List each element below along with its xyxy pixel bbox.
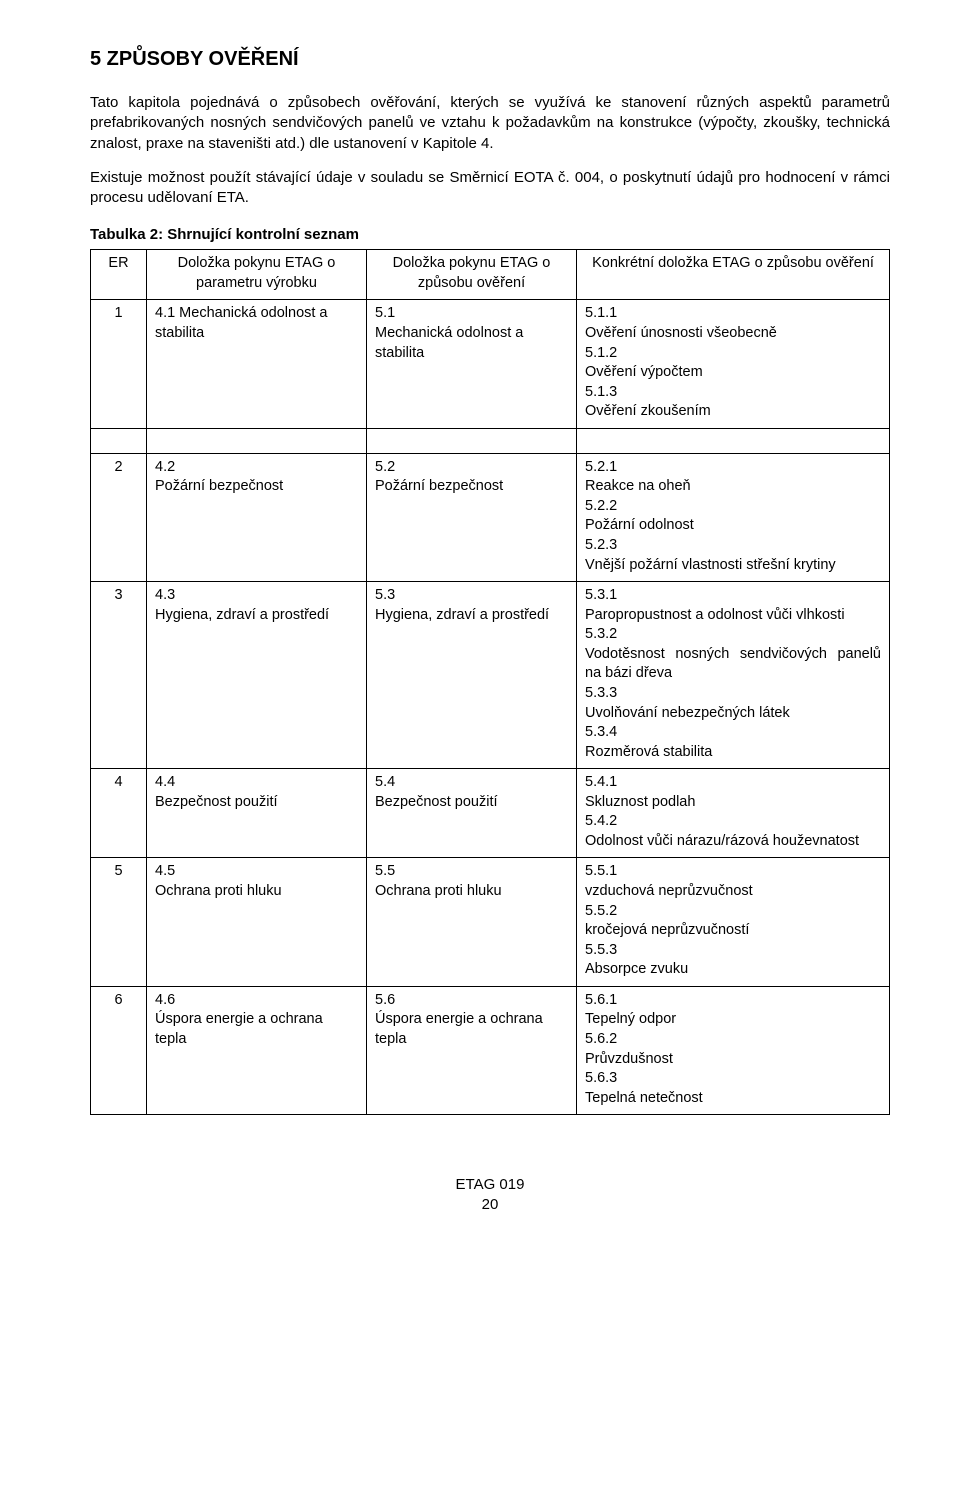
cell-specific-clause: 5.4.1Skluznost podlah5.4.2Odolnost vůči … [577,769,890,858]
table-2: ER Doložka pokynu ETAG o parametru výrob… [90,249,890,1115]
cell-specific-clause: 5.5.1vzduchová neprůzvučnost5.5.2kročejo… [577,858,890,986]
table-gap-row [91,428,890,453]
page: 5 ZPŮSOBY OVĚŘENÍ Tato kapitola pojednáv… [0,0,960,1256]
table-row: 64.6 Úspora energie a ochrana tepla5.6 Ú… [91,986,890,1114]
cell-specific-clause: 5.6.1Tepelný odpor5.6.2Průvzdušnost5.6.3… [577,986,890,1114]
cell-param-clause: 4.6 Úspora energie a ochrana tepla [147,986,367,1114]
cell-param-clause: 4.1 Mechanická odolnost a stabilita [147,300,367,428]
footer-doc-id: ETAG 019 [456,1176,525,1193]
th-col-a: Doložka pokynu ETAG o parametru výrobku [147,250,367,300]
table-row: 24.2Požární bezpečnost5.2Požární bezpečn… [91,453,890,581]
cell-specific-clause: 5.3.1Paropropustnost a odolnost vůči vlh… [577,582,890,769]
cell-method-clause: 5.3Hygiena, zdraví a prostředí [367,582,577,769]
table-header-row: ER Doložka pokynu ETAG o parametru výrob… [91,250,890,300]
cell-param-clause: 4.4Bezpečnost použití [147,769,367,858]
table-row: 34.3Hygiena, zdraví a prostředí5.3Hygien… [91,582,890,769]
cell-er: 5 [91,858,147,986]
cell-method-clause: 5.5Ochrana proti hluku [367,858,577,986]
cell-er: 6 [91,986,147,1114]
th-col-b: Doložka pokynu ETAG o způsobu ověření [367,250,577,300]
cell-method-clause: 5.1Mechanická odolnost a stabilita [367,300,577,428]
intro-paragraph-1: Tato kapitola pojednává o způsobech ověř… [90,93,890,154]
cell-param-clause: 4.5Ochrana proti hluku [147,858,367,986]
cell-method-clause: 5.2Požární bezpečnost [367,453,577,581]
cell-specific-clause: 5.2.1Reakce na oheň5.2.2Požární odolnost… [577,453,890,581]
page-footer: ETAG 019 20 [90,1175,890,1216]
table-row: 44.4Bezpečnost použití5.4Bezpečnost použ… [91,769,890,858]
cell-param-clause: 4.3Hygiena, zdraví a prostředí [147,582,367,769]
footer-page-number: 20 [482,1196,499,1213]
table-row: 14.1 Mechanická odolnost a stabilita5.1M… [91,300,890,428]
cell-er: 4 [91,769,147,858]
cell-param-clause: 4.2Požární bezpečnost [147,453,367,581]
cell-method-clause: 5.6 Úspora energie a ochrana tepla [367,986,577,1114]
section-heading: 5 ZPŮSOBY OVĚŘENÍ [90,48,890,71]
cell-er: 1 [91,300,147,428]
intro-paragraph-2: Existuje možnost použít stávající údaje … [90,168,890,209]
table-caption: Tabulka 2: Shrnující kontrolní seznam [90,226,890,243]
th-col-c: Konkrétní doložka ETAG o způsobu ověření [577,250,890,300]
cell-method-clause: 5.4Bezpečnost použití [367,769,577,858]
cell-er: 2 [91,453,147,581]
th-er: ER [91,250,147,300]
cell-specific-clause: 5.1.1Ověření únosnosti všeobecně5.1.2Ově… [577,300,890,428]
cell-er: 3 [91,582,147,769]
table-row: 54.5Ochrana proti hluku5.5Ochrana proti … [91,858,890,986]
